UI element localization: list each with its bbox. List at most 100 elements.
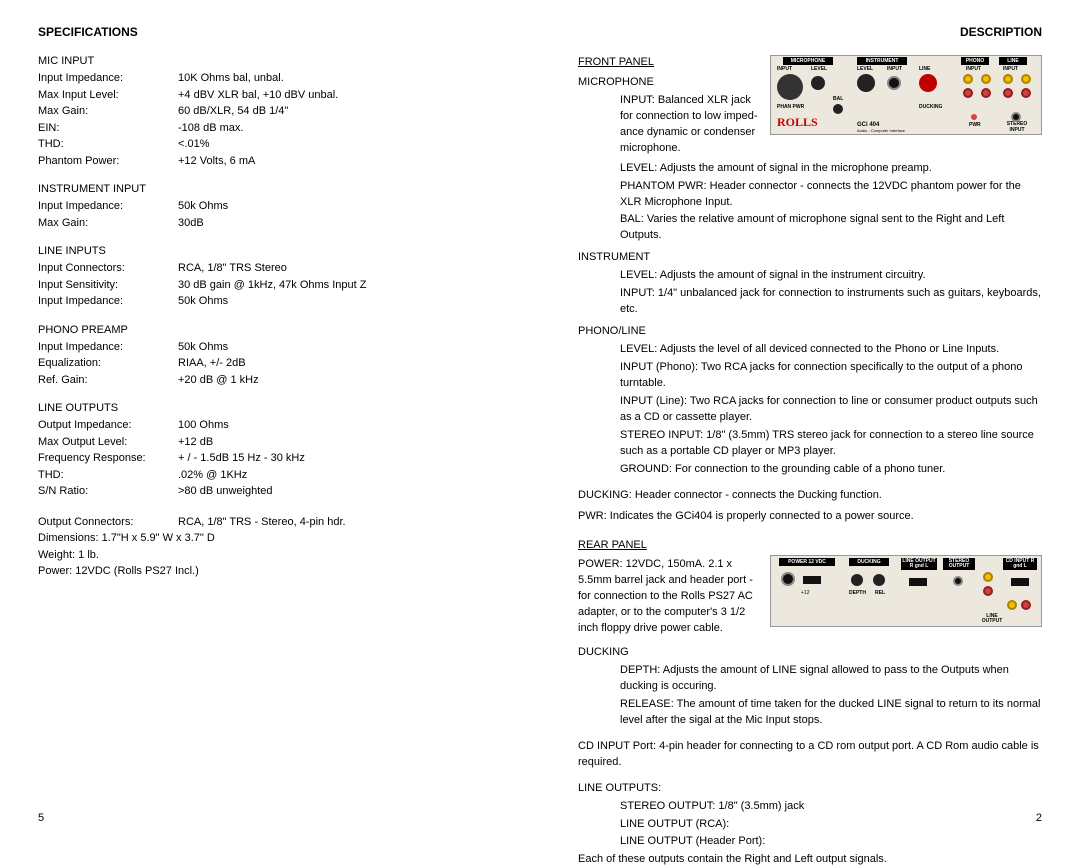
knob-icon xyxy=(851,574,863,586)
spec-row: Equalization:RIAA, +/- 2dB xyxy=(38,355,502,372)
spec-value: 50k Ohms xyxy=(178,339,502,356)
spec-label: Output Connectors: xyxy=(38,514,178,531)
jack-icon xyxy=(887,76,901,90)
knob-icon xyxy=(873,574,885,586)
spec-section: INSTRUMENT INPUTInput Impedance:50k Ohms… xyxy=(38,183,502,231)
spec-row: Output Impedance:100 Ohms xyxy=(38,417,502,434)
spec-label: Ref. Gain: xyxy=(38,372,178,389)
spec-section-title: MIC INPUT xyxy=(38,55,502,67)
spec-label: Input Impedance: xyxy=(38,293,178,310)
cd-input: CD INPUT Port: 4-pin header for connecti… xyxy=(578,739,1042,771)
rca-icon xyxy=(981,88,991,98)
knob-icon xyxy=(811,76,825,90)
xlr-icon xyxy=(777,74,803,100)
spec-value: +4 dBV XLR bal, +10 dBV unbal. xyxy=(178,87,502,104)
each-output: Each of these outputs contain the Right … xyxy=(578,852,1042,868)
stereo-out: STEREO OUTPUT: 1/8" (3.5mm) jack xyxy=(578,799,1042,815)
phono-input: INPUT (Phono): Two RCA jacks for connect… xyxy=(578,360,1042,392)
spec-label: Phantom Power: xyxy=(38,153,178,170)
spec-row: Max Gain:30dB xyxy=(38,215,502,232)
duck-header: DUCKING xyxy=(578,645,1042,661)
spec-row: Phantom Power:+12 Volts, 6 mA xyxy=(38,153,502,170)
spec-label: Input Impedance: xyxy=(38,198,178,215)
rolls-logo: ROLLS xyxy=(777,115,818,130)
spec-value: >80 dB unweighted xyxy=(178,483,502,500)
rca-icon xyxy=(1021,88,1031,98)
spec-value: RCA, 1/8" TRS - Stereo, 4-pin hdr. xyxy=(178,514,502,531)
header-port-icon xyxy=(1011,578,1029,586)
spec-value: 30 dB gain @ 1kHz, 47k Ohms Input Z xyxy=(178,277,502,294)
spec-row: EIN:-108 dB max. xyxy=(38,120,502,137)
front-panel-title: FRONT PANEL xyxy=(578,55,762,71)
ducking: DUCKING: Header connector - connects the… xyxy=(578,488,1042,504)
spec-row: Max Input Level:+4 dBV XLR bal, +10 dBV … xyxy=(38,87,502,104)
knob-icon xyxy=(919,74,937,92)
page-number-left: 5 xyxy=(38,812,44,824)
rca-icon xyxy=(1021,74,1031,84)
spec-label: Input Sensitivity: xyxy=(38,277,178,294)
knob-icon xyxy=(833,104,843,114)
stereo-input: STEREO INPUT: 1/8" (3.5mm) TRS stereo ja… xyxy=(578,428,1042,460)
lineout-header: LINE OUTPUTS: xyxy=(578,781,1042,797)
duck-release: RELEASE: The amount of time taken for th… xyxy=(578,697,1042,729)
spec-section: LINE INPUTSInput Connectors:RCA, 1/8" TR… xyxy=(38,245,502,310)
spec-value: RIAA, +/- 2dB xyxy=(178,355,502,372)
spec-row: THD:.02% @ 1KHz xyxy=(38,467,502,484)
misc-line: Weight: 1 lb. xyxy=(38,547,502,564)
description-heading: DESCRIPTION xyxy=(578,25,1042,39)
spec-row: S/N Ratio:>80 dB unweighted xyxy=(38,483,502,500)
spec-value: +12 dB xyxy=(178,434,502,451)
rear-power: POWER: 12VDC, 150mA. 2.1 x 5.5mm barrel … xyxy=(578,557,762,637)
spec-value: +12 Volts, 6 mA xyxy=(178,153,502,170)
spec-row: Max Output Level:+12 dB xyxy=(38,434,502,451)
spec-value: RCA, 1/8" TRS Stereo xyxy=(178,260,502,277)
spec-label: Input Impedance: xyxy=(38,70,178,87)
spec-section-title: PHONO PREAMP xyxy=(38,324,502,336)
inst-input: INPUT: 1/4" unbalanced jack for connecti… xyxy=(578,286,1042,318)
spec-row: Ref. Gain:+20 dB @ 1 kHz xyxy=(38,372,502,389)
rca-icon xyxy=(1021,600,1031,610)
rca-icon xyxy=(1007,600,1017,610)
jack-icon xyxy=(1011,112,1021,122)
spec-section-title: LINE INPUTS xyxy=(38,245,502,257)
spec-label: Output Impedance: xyxy=(38,417,178,434)
spec-label: Max Input Level: xyxy=(38,87,178,104)
spec-row: THD:<.01% xyxy=(38,136,502,153)
spec-value: 60 dB/XLR, 54 dB 1/4" xyxy=(178,103,502,120)
spec-label: Max Gain: xyxy=(38,103,178,120)
spec-label: Max Output Level: xyxy=(38,434,178,451)
mic-phantom: PHANTOM PWR: Header connector - connects… xyxy=(578,179,1042,211)
rear-panel-block: POWER: 12VDC, 150mA. 2.1 x 5.5mm barrel … xyxy=(578,555,1042,639)
spec-label: S/N Ratio: xyxy=(38,483,178,500)
rca-icon xyxy=(983,586,993,596)
spec-row: Output Connectors:RCA, 1/8" TRS - Stereo… xyxy=(38,514,502,531)
rear-panel-image: POWER 12 VDC +12 DUCKING DEPTH REL LINE … xyxy=(770,555,1042,627)
front-panel-block: FRONT PANEL MICROPHONE INPUT: Balanced X… xyxy=(578,55,1042,159)
front-panel-image: MICROPHONE INPUT LEVEL BAL PHAN PWR ROLL… xyxy=(770,55,1042,135)
rca-icon xyxy=(963,88,973,98)
header-port-icon xyxy=(909,578,927,586)
duck-depth: DEPTH: Adjusts the amount of LINE signal… xyxy=(578,663,1042,695)
spec-value: + / - 1.5dB 15 Hz - 30 kHz xyxy=(178,450,502,467)
barrel-jack-icon xyxy=(781,572,795,586)
spec-label: THD: xyxy=(38,467,178,484)
spec-label: EIN: xyxy=(38,120,178,137)
spec-section: MIC INPUTInput Impedance:10K Ohms bal, u… xyxy=(38,55,502,169)
misc-line: Dimensions: 1.7"H x 5.9" W x 3.7" D xyxy=(38,530,502,547)
mic-input: INPUT: Balanced XLR jack for connection … xyxy=(578,93,762,157)
phono-header: PHONO/LINE xyxy=(578,324,1042,340)
spec-value: -108 dB max. xyxy=(178,120,502,137)
spec-value: .02% @ 1KHz xyxy=(178,467,502,484)
line-input: INPUT (Line): Two RCA jacks for connecti… xyxy=(578,394,1042,426)
rca-icon xyxy=(983,572,993,582)
rca-icon xyxy=(963,74,973,84)
right-column: DESCRIPTION FRONT PANEL MICROPHONE INPUT… xyxy=(540,25,1080,824)
spec-label: THD: xyxy=(38,136,178,153)
pwr-led-icon xyxy=(971,114,977,120)
spec-section: LINE OUTPUTSOutput Impedance:100 OhmsMax… xyxy=(38,402,502,500)
spec-section: PHONO PREAMP Input Impedance:50k OhmsEqua… xyxy=(38,324,502,389)
spec-value: +20 dB @ 1 kHz xyxy=(178,372,502,389)
pwr: PWR: Indicates the GCi404 is properly co… xyxy=(578,509,1042,525)
jack-icon xyxy=(953,576,963,586)
spec-label: Input Impedance: xyxy=(38,339,178,356)
